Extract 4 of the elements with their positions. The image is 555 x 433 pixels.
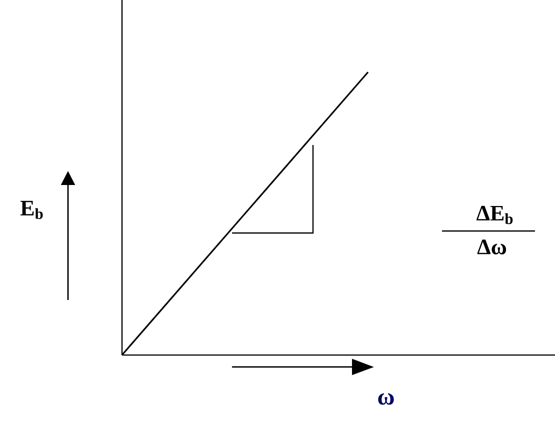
x-axis-title: ω — [378, 393, 394, 405]
y-axis-title: E$_{b}$ — [20, 200, 43, 220]
annotation: ΔE$_{b}$ — [476, 206, 513, 224]
annotation: Δω — [477, 240, 506, 254]
